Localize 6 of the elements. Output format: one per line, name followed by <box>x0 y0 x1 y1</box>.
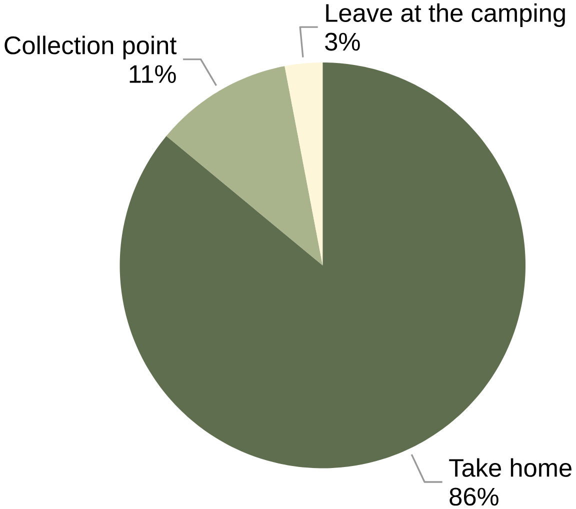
slice-label: Take home <box>449 458 572 477</box>
data-label: 3% <box>325 32 360 51</box>
data-label: 11% <box>130 65 176 83</box>
slice-label: Leave at the camping <box>326 3 565 27</box>
data-label: 86% <box>450 488 498 506</box>
slice-label: Collection point <box>4 36 177 60</box>
